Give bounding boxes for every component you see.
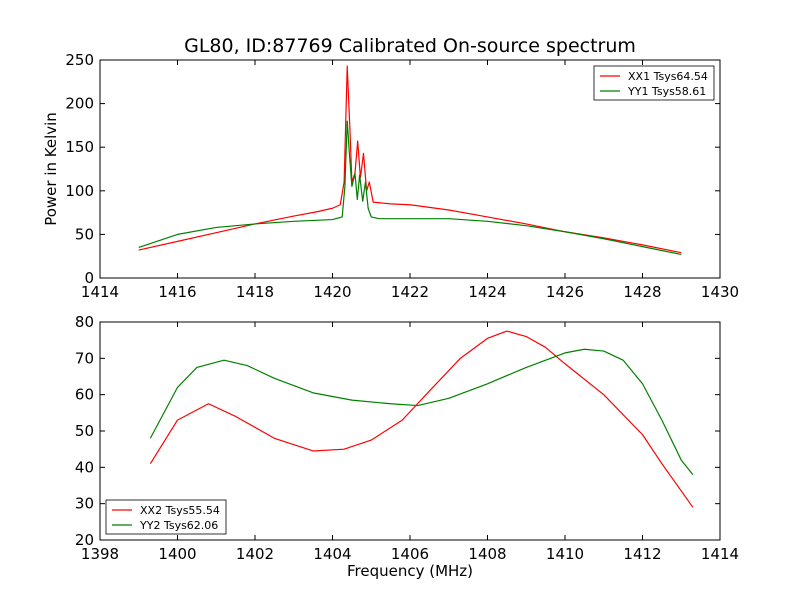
series-line-xx: [149, 330, 694, 508]
y-tick-label: 100: [65, 182, 94, 200]
x-tick-label: 1408: [468, 545, 506, 563]
legend-box: [593, 65, 715, 101]
x-tick-label: 1430: [701, 283, 739, 301]
chart-title: GL80, ID:87769 Calibrated On-source spec…: [184, 35, 636, 57]
y-axis-label: Power in Kelvin: [42, 112, 60, 226]
series-line-xx: [138, 65, 682, 254]
y-tick-label: 50: [75, 225, 94, 243]
x-tick-label: 1418: [236, 283, 274, 301]
y-tick-label: 200: [65, 95, 94, 113]
y-tick-label: 150: [65, 138, 94, 156]
series-line-yy: [138, 120, 682, 256]
x-tick-label: 1400: [158, 545, 196, 563]
legend-entry: XX2 Tsys55.54: [140, 504, 220, 517]
y-tick-label: 40: [75, 458, 94, 476]
x-tick-label: 1398: [81, 545, 119, 563]
x-tick-label: 1416: [158, 283, 196, 301]
y-tick-label: 60: [75, 386, 94, 404]
legend-entry: YY2 Tsys62.06: [139, 519, 218, 532]
lower-spectrum-panel: 1398 1400 1402 1404 1406 1408 1410 1412 1414 20 30…: [75, 313, 739, 580]
x-tick-label: 1404: [313, 545, 351, 563]
x-tick-label: 1428: [623, 283, 661, 301]
x-tick-label: 1406: [391, 545, 429, 563]
x-tick-label: 1402: [236, 545, 274, 563]
y-tick-label: 50: [75, 422, 94, 440]
y-tick-label: 80: [75, 313, 94, 331]
legend-entry: XX1 Tsys64.54: [628, 70, 708, 83]
series-line-yy: [149, 348, 694, 475]
y-tick-label: 0: [84, 269, 94, 287]
x-tick-label: 1414: [81, 283, 119, 301]
upper-spectrum-panel: 1414 1416 1418 1420 1422 1424 1426 1428 1430 0 50 1…: [42, 35, 739, 301]
legend-entry: YY1 Tsys58.61: [627, 85, 706, 98]
x-tick-label: 1410: [546, 545, 584, 563]
y-tick-label: 70: [75, 349, 94, 367]
legend-box: [105, 499, 227, 535]
x-tick-label: 1412: [623, 545, 661, 563]
x-axis-label: Frequency (MHz): [347, 562, 473, 580]
x-tick-label: 1426: [546, 283, 584, 301]
x-tick-label: 1422: [391, 283, 429, 301]
y-tick-label: 30: [75, 495, 94, 513]
y-tick-label: 20: [75, 531, 94, 549]
x-tick-label: 1420: [313, 283, 351, 301]
x-tick-label: 1424: [468, 283, 506, 301]
x-tick-label: 1414: [701, 545, 739, 563]
y-tick-label: 250: [65, 51, 94, 69]
